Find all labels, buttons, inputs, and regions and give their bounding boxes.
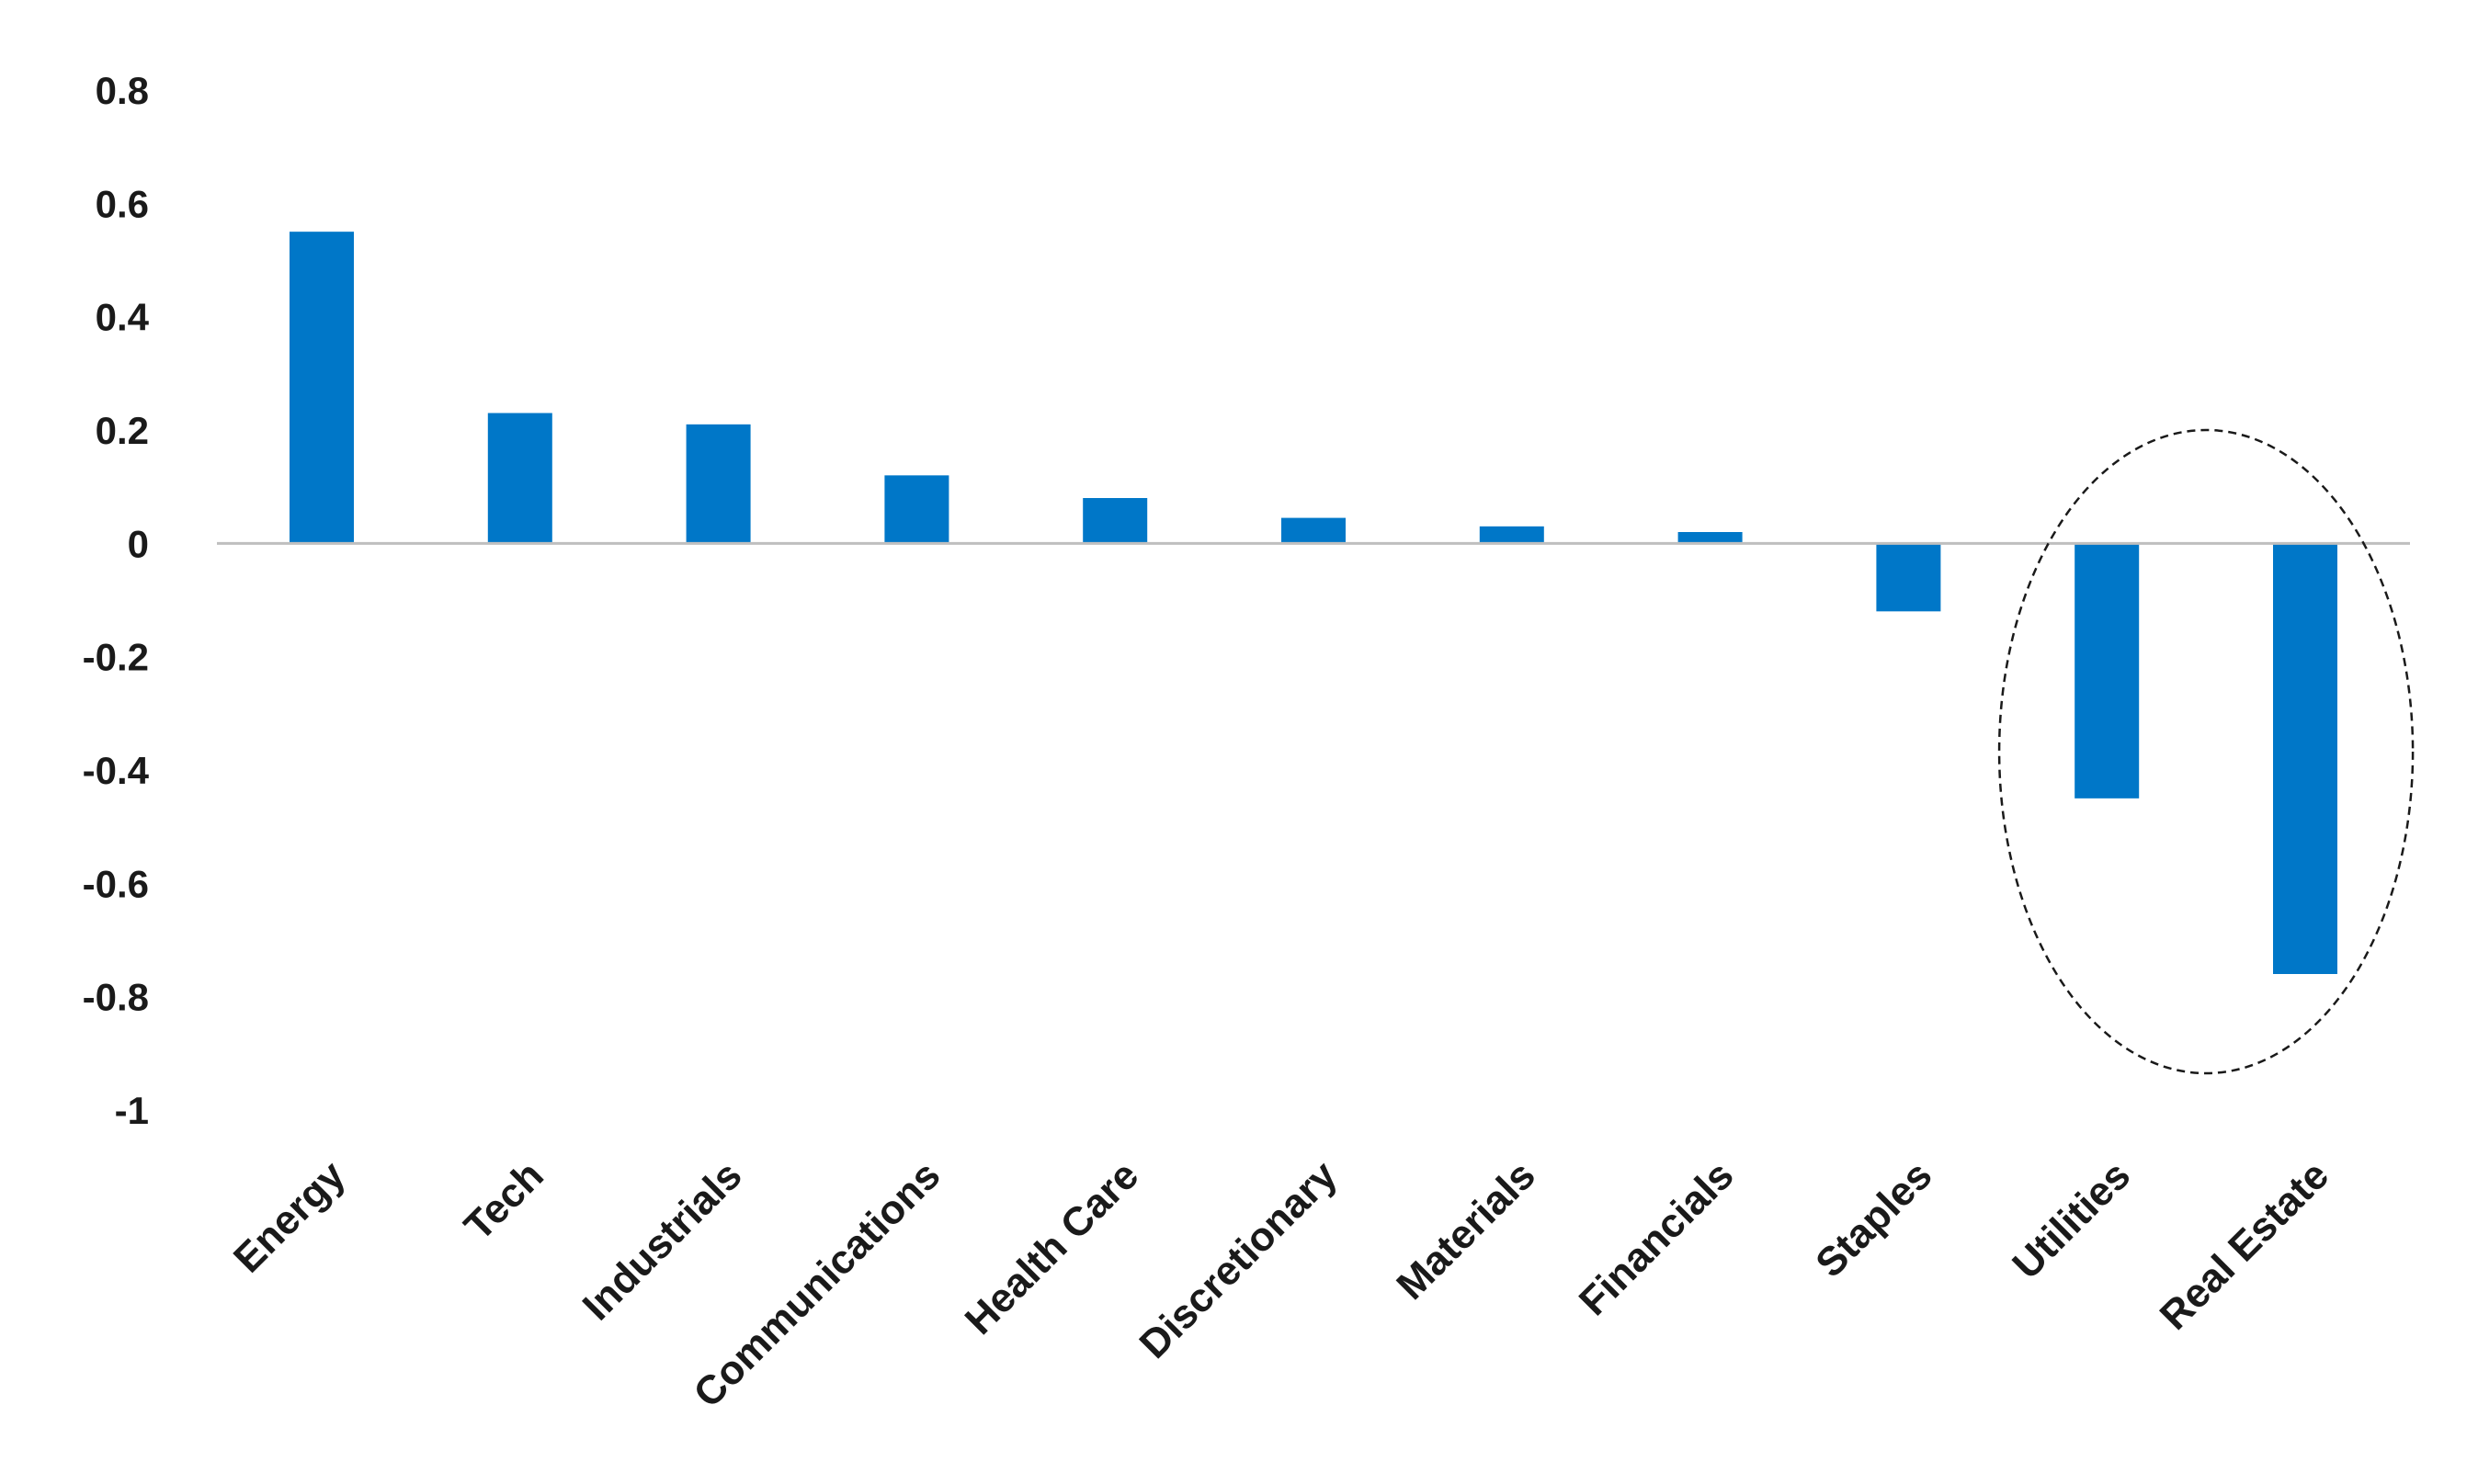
category-label: Health Care xyxy=(957,1152,1148,1343)
category-label: Utilities xyxy=(2004,1152,2139,1287)
bar-energy xyxy=(290,232,354,544)
y-tick-label: -0.8 xyxy=(83,976,149,1019)
category-label: Energy xyxy=(225,1152,354,1281)
category-label: Discretionary xyxy=(1131,1152,1347,1367)
y-tick-label: 0.6 xyxy=(96,182,149,225)
y-axis-ticks: 0.8 0.6 0.4 0.2 0 -0.2 -0.4 -0.6 -0.8 -1 xyxy=(83,69,150,1132)
y-tick-label: 0 xyxy=(128,522,149,565)
highlight-ellipse xyxy=(1997,428,2415,1075)
bar-financials xyxy=(1677,532,1743,544)
bar-real-estate xyxy=(2273,543,2337,974)
category-label: Tech xyxy=(456,1152,552,1249)
bars xyxy=(290,232,2337,974)
y-tick-label: -0.4 xyxy=(83,749,150,792)
y-tick-label: 0.8 xyxy=(96,69,149,112)
bar-discretionary xyxy=(1281,517,1346,544)
y-tick-label: -1 xyxy=(115,1089,149,1132)
y-tick-label: -0.2 xyxy=(83,636,149,679)
y-tick-label: 0.2 xyxy=(96,409,149,452)
category-label: Financials xyxy=(1571,1152,1743,1324)
bar-industrials xyxy=(686,424,751,544)
bar-materials xyxy=(1479,526,1544,544)
category-label: Real Estate xyxy=(2152,1152,2337,1338)
category-label: Staples xyxy=(1807,1152,1940,1286)
bar-communications xyxy=(884,475,949,544)
bar-staples xyxy=(1876,543,1941,612)
y-tick-label: -0.6 xyxy=(83,862,149,905)
y-tick-label: 0.4 xyxy=(96,296,150,339)
category-label: Materials xyxy=(1388,1152,1544,1308)
bar-tech xyxy=(487,413,552,544)
bar-utilities xyxy=(2074,543,2140,799)
category-label: Industrials xyxy=(574,1152,751,1329)
bar-health-care xyxy=(1083,498,1148,544)
